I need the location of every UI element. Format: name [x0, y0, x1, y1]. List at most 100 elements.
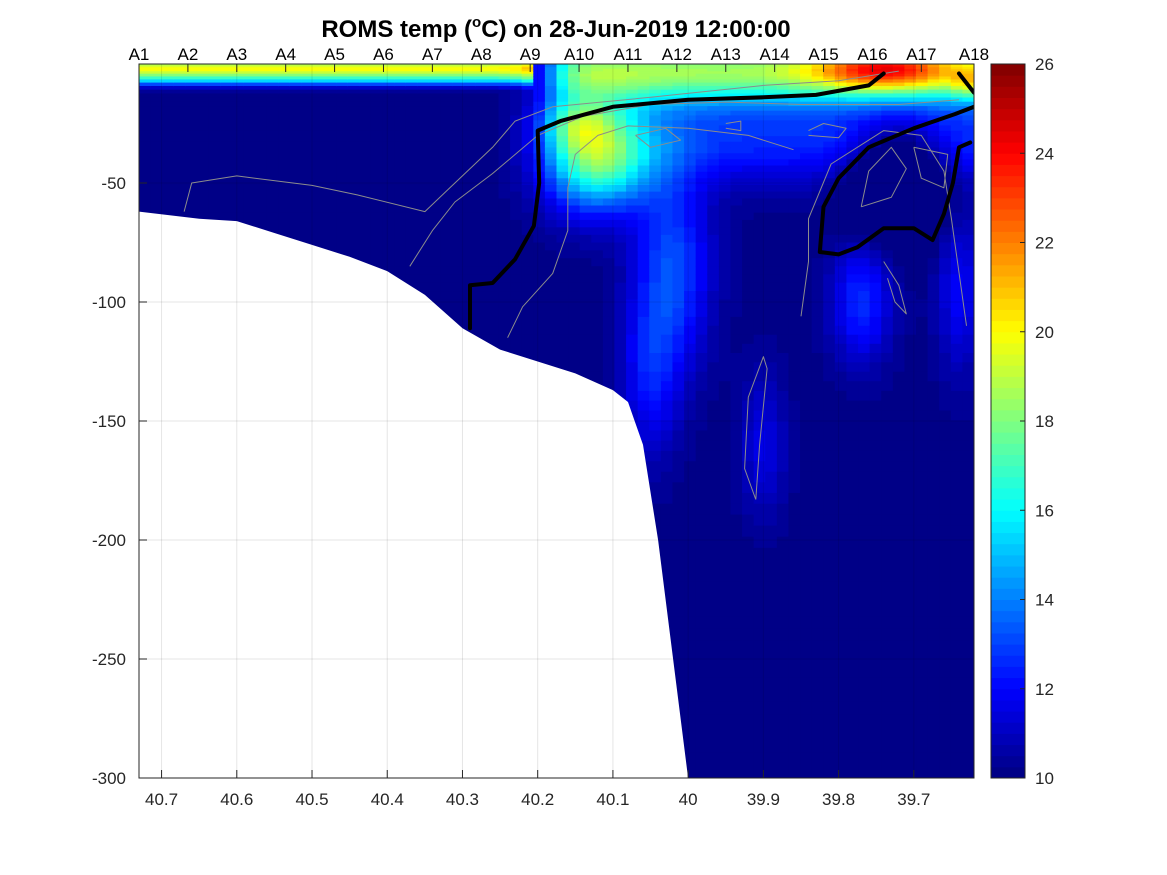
heat-cell [452, 120, 465, 127]
heat-cell [579, 258, 592, 267]
heat-cell [626, 130, 639, 137]
heat-cell [278, 64, 291, 67]
heat-cell [765, 570, 778, 583]
heat-cell [382, 147, 395, 154]
heat-cell [289, 65, 302, 68]
heat-cell [394, 130, 407, 137]
heat-cell [278, 79, 291, 84]
heat-cell [684, 171, 697, 179]
heat-cell [695, 714, 708, 728]
heat-cell [510, 308, 523, 318]
heat-cell [730, 430, 743, 442]
heat-cell [568, 171, 581, 179]
heat-cell [510, 184, 523, 193]
heat-cell [579, 101, 592, 107]
heat-cell [637, 67, 650, 70]
heat-cell [707, 219, 720, 228]
heat-cell [568, 212, 581, 221]
heat-cell [730, 171, 743, 179]
heat-cell [254, 184, 268, 193]
heat-cell [776, 461, 790, 473]
heat-cell [684, 65, 697, 68]
heat-cell [336, 67, 349, 70]
heat-cell [672, 492, 685, 505]
heat-cell [301, 153, 314, 160]
heat-cell [475, 101, 488, 107]
heat-cell [695, 616, 708, 630]
heat-cell [730, 514, 743, 527]
heat-cell [556, 159, 569, 167]
heat-cell [568, 334, 581, 345]
heat-cell [254, 82, 268, 87]
heat-cell [289, 89, 302, 95]
heat-cell [486, 69, 500, 72]
heat-cell [707, 440, 720, 452]
heat-cell [672, 153, 685, 160]
heat-cell [660, 420, 674, 432]
heat-cell [765, 219, 778, 228]
heat-cell [498, 171, 511, 179]
heat-cell [544, 69, 558, 72]
heat-cell [231, 184, 244, 193]
heat-cell [208, 76, 221, 80]
heat-cell [324, 106, 337, 112]
heat-cell [614, 191, 627, 200]
heat-cell [428, 227, 442, 236]
heat-cell [718, 73, 732, 78]
heat-cell [544, 76, 558, 80]
heat-cell [417, 282, 430, 292]
heat-cell [405, 242, 418, 251]
heat-cell [162, 165, 175, 173]
heat-cell [660, 136, 674, 143]
heat-cell [463, 147, 476, 154]
heat-cell [139, 115, 152, 121]
heat-cell [695, 212, 708, 221]
heat-cell [672, 76, 685, 80]
heat-cell [614, 299, 627, 309]
heat-cell [742, 299, 755, 309]
heat-cell [440, 258, 453, 267]
heat-cell [718, 141, 732, 149]
heat-cell [301, 120, 314, 127]
heat-cell [556, 101, 569, 107]
heat-cell [475, 147, 488, 154]
heat-cell [139, 130, 152, 137]
heat-cell [765, 86, 778, 91]
heat-cell [452, 178, 465, 186]
heat-cell [347, 178, 360, 186]
heat-cell [695, 69, 708, 72]
heat-cell [336, 184, 349, 193]
heat-cell [139, 106, 152, 112]
heat-cell [579, 291, 592, 301]
heat-cell [336, 191, 349, 200]
heat-cell [359, 165, 372, 173]
heat-cell [602, 82, 616, 87]
heat-cell [243, 69, 256, 72]
heat-cell [428, 234, 442, 244]
heat-cell [498, 334, 511, 345]
heat-cell [428, 153, 442, 160]
heat-cell [452, 69, 465, 72]
heat-cell [301, 79, 314, 84]
heat-cell [614, 79, 627, 84]
heat-cell [254, 205, 268, 214]
heat-cell [753, 726, 766, 741]
heat-cell [591, 291, 604, 301]
heat-cell [649, 282, 662, 292]
heat-cell [533, 205, 546, 214]
heat-cell [173, 191, 186, 200]
heat-cell [440, 274, 453, 284]
heat-cell [660, 258, 674, 267]
heat-cell [684, 110, 697, 117]
heat-cell [765, 106, 778, 112]
heat-cell [788, 69, 801, 72]
heat-cell [742, 525, 755, 538]
heat-cell [695, 165, 708, 173]
heat-cell [417, 110, 430, 117]
heat-cell [707, 76, 720, 80]
heat-cell [428, 89, 442, 95]
heat-cell [220, 71, 233, 75]
heat-cell [254, 93, 268, 99]
heat-cell [417, 227, 430, 236]
heat-cell [324, 153, 337, 160]
